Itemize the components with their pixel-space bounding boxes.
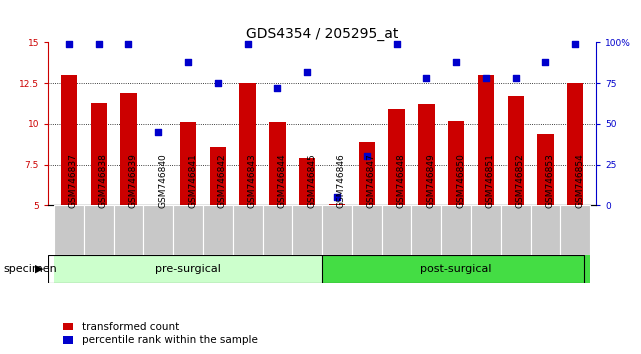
Text: ▶: ▶ (35, 264, 44, 274)
Bar (269, 122, 286, 205)
Bar (418, 104, 435, 205)
Point (392, 41, 402, 47)
Text: GSM746852: GSM746852 (516, 153, 525, 208)
Bar (560, 205, 590, 255)
Text: post-surgical: post-surgical (420, 264, 492, 274)
Bar (263, 205, 292, 255)
Bar (203, 205, 233, 255)
Bar (299, 158, 315, 205)
Bar (478, 75, 494, 205)
Point (332, 194, 342, 200)
Bar (292, 205, 322, 255)
Point (362, 154, 372, 159)
Point (570, 41, 580, 47)
Point (123, 41, 133, 47)
Text: GSM746844: GSM746844 (278, 153, 287, 208)
Text: GSM746839: GSM746839 (128, 153, 138, 208)
Text: GSM746846: GSM746846 (337, 153, 346, 208)
Text: GSM746838: GSM746838 (99, 153, 108, 208)
Bar (388, 109, 404, 205)
Point (302, 69, 312, 75)
Bar (61, 75, 77, 205)
Point (451, 59, 462, 65)
Title: GDS4354 / 205295_at: GDS4354 / 205295_at (246, 28, 398, 41)
Bar (448, 121, 464, 205)
Bar (567, 83, 583, 205)
Bar (90, 103, 107, 205)
Bar (537, 134, 554, 205)
Text: GSM746837: GSM746837 (69, 153, 78, 208)
Text: pre-surgical: pre-surgical (155, 264, 221, 274)
Text: GSM746847: GSM746847 (367, 153, 376, 208)
Bar (180, 122, 196, 205)
Text: GSM746850: GSM746850 (456, 153, 465, 208)
Bar (240, 83, 256, 205)
Bar (471, 205, 501, 255)
Text: GSM746848: GSM746848 (397, 153, 406, 208)
Bar (322, 205, 352, 255)
Bar (113, 205, 144, 255)
Point (242, 41, 253, 47)
Bar (358, 142, 375, 205)
Point (183, 59, 193, 65)
Point (511, 75, 521, 81)
Text: GSM746849: GSM746849 (426, 153, 435, 208)
Text: GSM746851: GSM746851 (486, 153, 495, 208)
Bar (531, 205, 560, 255)
Bar (121, 93, 137, 205)
Text: specimen: specimen (3, 264, 57, 274)
Text: GSM746854: GSM746854 (575, 153, 585, 208)
Bar (322, 255, 590, 283)
Point (540, 59, 551, 65)
Bar (54, 255, 322, 283)
Bar (412, 205, 441, 255)
Bar (501, 205, 531, 255)
Text: GSM746842: GSM746842 (218, 153, 227, 208)
Bar (173, 205, 203, 255)
Point (64, 41, 74, 47)
Bar (233, 205, 263, 255)
Bar (144, 205, 173, 255)
Text: GSM746843: GSM746843 (247, 153, 256, 208)
Text: GSM746845: GSM746845 (307, 153, 316, 208)
Bar (210, 147, 226, 205)
Bar (441, 205, 471, 255)
Point (272, 85, 283, 91)
Point (94, 41, 104, 47)
Bar (329, 204, 345, 205)
Bar (84, 205, 113, 255)
Bar (508, 96, 524, 205)
Point (153, 129, 163, 135)
Text: GSM746853: GSM746853 (545, 153, 554, 208)
Point (481, 75, 491, 81)
Point (421, 75, 431, 81)
Bar (54, 205, 84, 255)
Legend: transformed count, percentile rank within the sample: transformed count, percentile rank withi… (63, 322, 258, 345)
Bar (381, 205, 412, 255)
Text: GSM746840: GSM746840 (158, 153, 167, 208)
Bar (352, 205, 381, 255)
Text: GSM746841: GSM746841 (188, 153, 197, 208)
Point (213, 80, 223, 86)
